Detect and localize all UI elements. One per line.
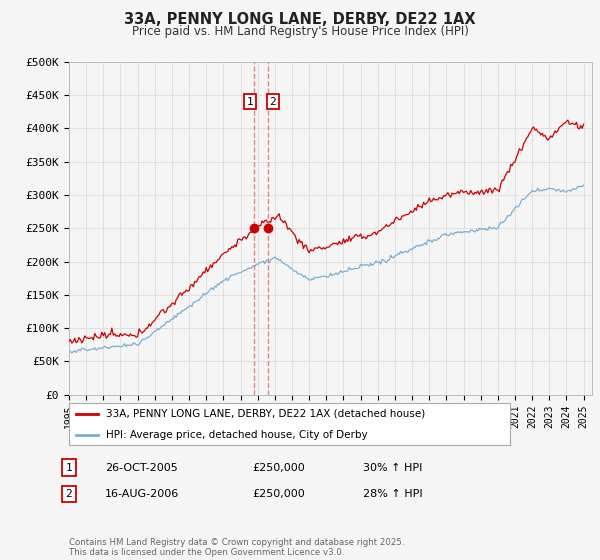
Text: £250,000: £250,000 bbox=[252, 489, 305, 499]
Text: 1: 1 bbox=[247, 96, 253, 106]
Text: £250,000: £250,000 bbox=[252, 463, 305, 473]
Text: 26-OCT-2005: 26-OCT-2005 bbox=[105, 463, 178, 473]
Text: HPI: Average price, detached house, City of Derby: HPI: Average price, detached house, City… bbox=[106, 430, 368, 440]
Text: 30% ↑ HPI: 30% ↑ HPI bbox=[363, 463, 422, 473]
Text: Contains HM Land Registry data © Crown copyright and database right 2025.
This d: Contains HM Land Registry data © Crown c… bbox=[69, 538, 404, 557]
Text: 1: 1 bbox=[65, 463, 73, 473]
Text: 16-AUG-2006: 16-AUG-2006 bbox=[105, 489, 179, 499]
Text: Price paid vs. HM Land Registry's House Price Index (HPI): Price paid vs. HM Land Registry's House … bbox=[131, 25, 469, 38]
Text: 33A, PENNY LONG LANE, DERBY, DE22 1AX (detached house): 33A, PENNY LONG LANE, DERBY, DE22 1AX (d… bbox=[106, 409, 426, 419]
Text: 2: 2 bbox=[65, 489, 73, 499]
Text: 2: 2 bbox=[269, 96, 276, 106]
Text: 28% ↑ HPI: 28% ↑ HPI bbox=[363, 489, 422, 499]
Text: 33A, PENNY LONG LANE, DERBY, DE22 1AX: 33A, PENNY LONG LANE, DERBY, DE22 1AX bbox=[124, 12, 476, 27]
